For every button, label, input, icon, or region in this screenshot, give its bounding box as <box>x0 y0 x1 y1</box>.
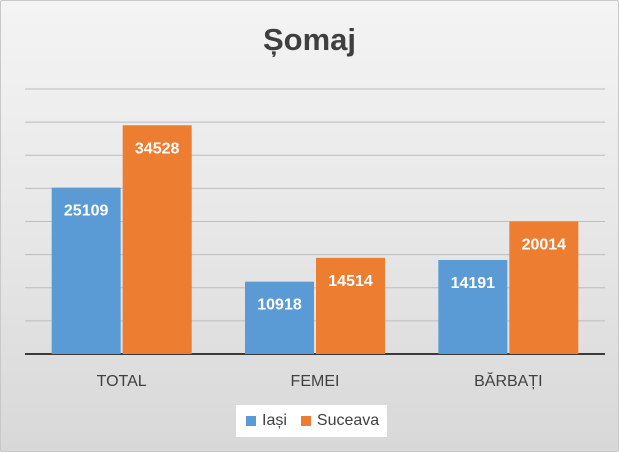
bar-bărbați-suceava <box>509 221 579 354</box>
legend-label-iasi: Iași <box>262 412 287 429</box>
bar-value-labels: 25109 34528 10918 14514 14191 20014 <box>64 140 566 313</box>
legend-item-suceava: Suceava <box>300 412 380 430</box>
legend-label-suceava: Suceava <box>316 412 380 429</box>
bar-femei-iasi <box>245 281 314 354</box>
bar-value-label: 14514 <box>328 273 373 290</box>
bar-value-label: 14191 <box>451 275 496 292</box>
category-label: TOTAL <box>97 373 147 390</box>
bars <box>51 125 579 354</box>
category-label: BĂRBAȚI <box>474 371 542 390</box>
gridlines <box>25 88 605 355</box>
legend-swatch-suceava <box>300 416 311 426</box>
bar-femei-suceava <box>316 257 385 354</box>
bar-total-suceava <box>122 125 192 354</box>
bar-value-label: 20014 <box>522 236 567 253</box>
chart-title: Șomaj <box>262 22 357 57</box>
bar-value-label: 25109 <box>64 203 109 220</box>
bar-value-label: 10918 <box>257 297 302 314</box>
legend-item-iasi: Iași <box>246 412 287 430</box>
legend-swatch-iasi <box>246 416 256 426</box>
category-label: FEMEI <box>291 373 340 390</box>
bar-value-label: 34528 <box>135 140 180 157</box>
legend: Iași Suceava <box>236 405 387 437</box>
bar-total-iasi <box>51 187 121 354</box>
category-labels: TOTAL FEMEI BĂRBAȚI <box>97 371 543 390</box>
bar-bărbați-iasi <box>438 259 508 354</box>
